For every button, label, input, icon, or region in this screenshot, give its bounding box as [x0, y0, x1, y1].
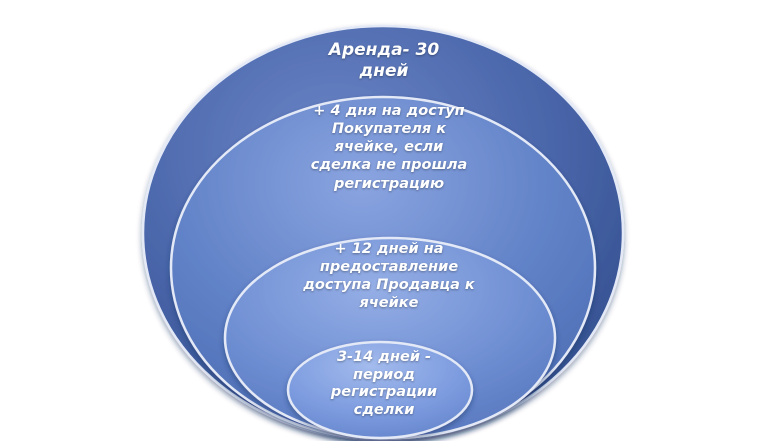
- inner-level-label: + 12 дней на предоставление доступа Прод…: [303, 241, 475, 312]
- core-circle: [286, 340, 474, 440]
- outer-level-label: Аренда- 30 дней: [328, 40, 440, 82]
- core-level-label: 3-14 дней - период регистрации сделки: [330, 349, 438, 419]
- middle-level-label: + 4 дня на доступ Покупателя к ячейке, е…: [310, 103, 468, 192]
